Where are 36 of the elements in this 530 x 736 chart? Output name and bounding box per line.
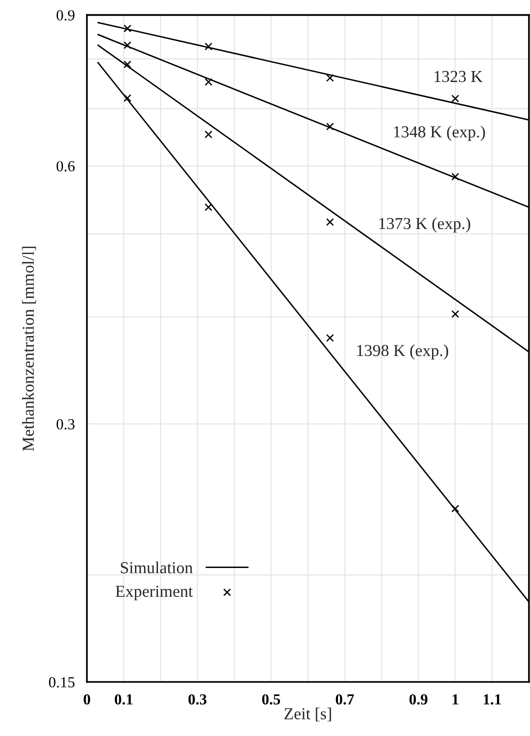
point <box>451 504 460 512</box>
x-tick-label: 0.7 <box>336 694 354 705</box>
x-tick-label: 0.5 <box>262 694 280 705</box>
x-tick-label: 0.1 <box>114 694 133 705</box>
point <box>204 203 212 212</box>
y-tick-label: 0.9 <box>56 10 74 21</box>
y-tick-label: 0.3 <box>56 419 75 430</box>
annotation: 1398 K (exp.) <box>357 344 448 360</box>
x-axis-title: Zeit [s] <box>284 708 331 722</box>
point <box>326 74 334 82</box>
point <box>451 310 460 318</box>
y-axis-title: Methankonzentration [mmol/l] <box>22 246 36 451</box>
point <box>124 41 132 50</box>
legend-label: Experiment <box>116 586 193 600</box>
point <box>451 94 460 102</box>
point <box>326 122 334 130</box>
point <box>204 42 212 50</box>
point <box>204 78 212 86</box>
x-tick-label: 1.1 <box>484 694 501 705</box>
y-tick-label: 0.15 <box>48 677 75 688</box>
point <box>124 94 132 102</box>
annotation: 1373 K (exp.) <box>379 217 470 233</box>
point <box>204 130 212 138</box>
annotation: 1323 K <box>434 70 483 82</box>
point <box>451 172 460 181</box>
x-tick-label: 0.9 <box>409 694 428 705</box>
point <box>124 24 132 32</box>
point <box>326 334 334 342</box>
y-tick-label: 0.6 <box>56 161 75 172</box>
annotation: 1348 K (exp.) <box>394 126 485 141</box>
point <box>124 60 132 68</box>
point <box>326 218 334 226</box>
x-tick-label: 0 <box>84 694 90 705</box>
x-tick-label: 1 <box>452 694 458 704</box>
legend-label: Simulation <box>120 562 193 574</box>
x-tick-label: 0.3 <box>188 694 206 705</box>
